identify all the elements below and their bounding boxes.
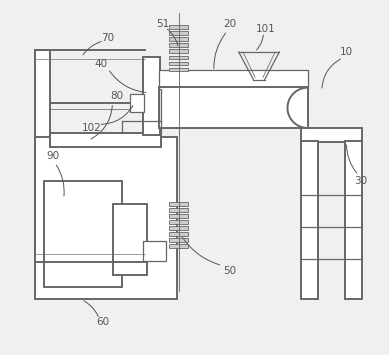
Bar [169, 226, 188, 230]
Bar [169, 26, 188, 29]
Bar [169, 244, 188, 248]
Bar [44, 181, 122, 287]
Bar [169, 232, 188, 236]
Text: 10: 10 [340, 47, 353, 57]
Bar [169, 220, 188, 224]
Bar [169, 43, 188, 47]
Bar [143, 57, 160, 135]
Bar [169, 202, 188, 206]
Bar [169, 208, 188, 212]
Bar [301, 141, 317, 300]
Text: 51: 51 [156, 19, 169, 29]
Bar [169, 214, 188, 218]
Text: 60: 60 [96, 317, 109, 327]
Text: 50: 50 [223, 266, 237, 276]
Text: 80: 80 [110, 91, 123, 101]
Bar [49, 132, 161, 147]
Text: 40: 40 [94, 59, 107, 69]
Text: 101: 101 [255, 24, 275, 34]
Bar [169, 238, 188, 242]
Bar [169, 49, 188, 53]
Bar [169, 67, 188, 71]
Bar [169, 38, 188, 42]
Bar [169, 55, 188, 59]
Bar [159, 70, 308, 89]
Bar [35, 137, 177, 300]
Text: 30: 30 [354, 176, 367, 186]
Bar [159, 89, 161, 121]
Bar [130, 94, 144, 112]
Bar [143, 241, 166, 261]
Text: 102: 102 [82, 123, 102, 133]
Bar [159, 87, 308, 128]
Bar [301, 128, 363, 142]
Bar [35, 50, 50, 262]
Bar [169, 32, 188, 36]
Text: 90: 90 [47, 151, 60, 161]
Bar [345, 141, 362, 300]
Bar [169, 61, 188, 65]
Bar [113, 204, 147, 275]
Text: 70: 70 [101, 33, 114, 43]
Text: 20: 20 [223, 19, 237, 29]
